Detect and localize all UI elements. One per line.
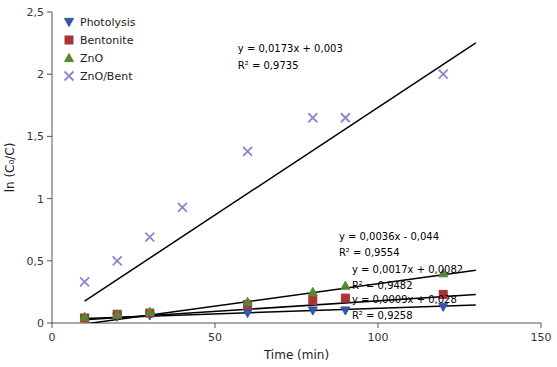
- x-axis-line: [52, 323, 541, 324]
- y-tick-label: 0,5: [27, 255, 45, 268]
- annotation: y = 0,0036x - 0,044: [339, 231, 439, 242]
- fit-line: [85, 43, 476, 301]
- x-tick: [215, 323, 216, 328]
- point: [178, 203, 187, 212]
- axes: 0 50 100 150 0 0,5 1 1,5 2 2,5: [27, 6, 552, 344]
- fit-line: [85, 270, 476, 323]
- point: [341, 294, 349, 302]
- annotations: y = 0,0173x + 0,003 R² = 0,9735 y = 0,0036…: [238, 43, 463, 321]
- point: [80, 277, 89, 286]
- point: [439, 70, 448, 79]
- y-axis-label: ln (C₀/C): [3, 143, 17, 193]
- point: [145, 233, 154, 242]
- annotation: y = 0,0173x + 0,003: [238, 43, 343, 54]
- chart: 0 50 100 150 0 0,5 1 1,5 2 2,5 Time (min) ln (C₀/C)…: [0, 0, 557, 367]
- point: [145, 307, 154, 315]
- point: [309, 297, 317, 305]
- point: [308, 113, 317, 122]
- point: [113, 256, 122, 265]
- plot-area: [80, 43, 476, 323]
- point: [341, 281, 350, 289]
- annotation: R² = 0,9258: [352, 310, 413, 321]
- series-points: [80, 303, 448, 322]
- y-tick-label: 1: [37, 193, 44, 206]
- y-tick-label: 2,5: [27, 6, 45, 19]
- point: [243, 147, 252, 156]
- x-axis-label: Time (min): [263, 348, 329, 362]
- legend-marker: [65, 72, 74, 81]
- y-tick: [47, 136, 52, 137]
- y-axis-line: [52, 12, 53, 323]
- legend-label: ZnO: [80, 52, 104, 65]
- legend-marker: [65, 36, 73, 44]
- legend: Photolysis Bentonite ZnO ZnO/Bent: [65, 16, 136, 83]
- y-tick-label: 0: [37, 317, 44, 330]
- x-tick: [541, 323, 542, 328]
- legend-marker: [65, 18, 74, 26]
- legend-label: Bentonite: [80, 34, 134, 47]
- series-points: [80, 70, 448, 287]
- annotation: y = 0,0009x + 0,028: [352, 294, 457, 305]
- y-tick: [47, 74, 52, 75]
- point: [113, 310, 121, 318]
- y-tick: [47, 198, 52, 199]
- legend-label: Photolysis: [80, 16, 136, 29]
- y-tick: [47, 323, 52, 324]
- point: [341, 113, 350, 122]
- point: [308, 307, 317, 315]
- y-tick: [47, 12, 52, 13]
- point: [308, 287, 317, 295]
- x-tick-label: 0: [49, 331, 56, 344]
- y-tick: [47, 260, 52, 261]
- legend-label: ZnO/Bent: [80, 70, 133, 83]
- x-tick-label: 100: [368, 331, 389, 344]
- annotation: R² = 0,9482: [352, 280, 413, 291]
- point: [341, 307, 350, 315]
- x-tick-label: 50: [208, 331, 222, 344]
- point: [113, 310, 122, 318]
- x-tick: [378, 323, 379, 328]
- point: [80, 312, 89, 320]
- annotation: y = 0,0017x + 0,0082: [352, 264, 463, 275]
- legend-marker: [65, 54, 74, 62]
- annotation: R² = 0,9735: [238, 60, 299, 71]
- annotation: R² = 0,9554: [339, 247, 400, 258]
- y-tick-label: 1,5: [27, 130, 45, 143]
- y-tick-label: 2: [37, 68, 44, 81]
- x-tick: [52, 323, 53, 328]
- point: [243, 309, 252, 317]
- point: [243, 297, 252, 305]
- x-tick-label: 150: [531, 331, 552, 344]
